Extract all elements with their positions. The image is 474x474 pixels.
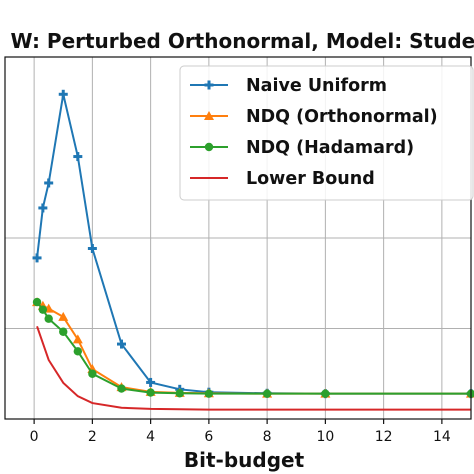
data-point-circle [32, 297, 42, 307]
data-point-plus [44, 178, 54, 188]
data-point-plus [32, 253, 42, 263]
data-point-plus [38, 203, 48, 213]
x-axis-label: Bit-budget [184, 448, 305, 472]
data-point-plus [87, 243, 97, 253]
data-point-circle [175, 389, 184, 398]
series-lower-bound [36, 326, 471, 411]
legend-label: Lower Bound [246, 169, 375, 189]
x-tick-label: 6 [204, 429, 213, 445]
data-point-plus [117, 339, 126, 349]
series-ndq-orthonormal [32, 297, 474, 398]
chart-title: W: Perturbed Orthonormal, Model: Studen [11, 29, 474, 53]
x-tick-label: 8 [263, 429, 272, 445]
data-point-plus [204, 80, 214, 90]
data-point-plus [58, 89, 68, 99]
data-point-circle [321, 389, 330, 398]
x-tick-label: 4 [146, 429, 155, 445]
x-tick-label: 14 [433, 429, 451, 445]
data-point-circle [204, 142, 214, 152]
series-ndq-hadamard [32, 297, 474, 398]
data-point-circle [44, 314, 53, 323]
series-line [36, 301, 471, 395]
legend-label: NDQ (Orthonormal) [246, 107, 438, 127]
data-point-plus [73, 152, 83, 162]
series-layer [32, 89, 474, 411]
x-tick-label: 0 [30, 429, 39, 445]
data-point-triangle [72, 334, 83, 344]
plot-frame [4, 56, 472, 420]
data-point-circle [146, 388, 155, 397]
data-point-triangle [204, 111, 214, 120]
x-tick-label: 10 [316, 429, 334, 445]
series-line [36, 326, 471, 411]
data-point-circle [73, 347, 83, 356]
x-tick-label: 12 [375, 429, 393, 445]
axes: 0 2 4 6 8 10 12 14 [4, 56, 472, 445]
data-point-circle [88, 369, 97, 378]
legend-item: Lower Bound [190, 169, 375, 189]
legend-label: Naive Uniform [246, 76, 387, 96]
data-point-circle [59, 327, 68, 336]
legend-item: NDQ (Hadamard) [190, 138, 414, 158]
legend-item: Naive Uniform [190, 76, 387, 96]
data-point-triangle [58, 311, 69, 321]
legend-box [179, 65, 474, 201]
data-point-circle [38, 305, 48, 314]
series-line [36, 301, 471, 395]
x-tick-label: 2 [88, 429, 97, 445]
legend-item: NDQ (Orthonormal) [190, 107, 438, 127]
data-point-plus [146, 377, 156, 387]
data-point-circle [117, 384, 126, 393]
data-point-circle [204, 389, 214, 398]
legend-label: NDQ (Hadamard) [246, 138, 414, 158]
legend: Naive Uniform NDQ (Orthonormal) NDQ (Hadam… [179, 65, 474, 201]
data-point-circle [262, 389, 272, 398]
